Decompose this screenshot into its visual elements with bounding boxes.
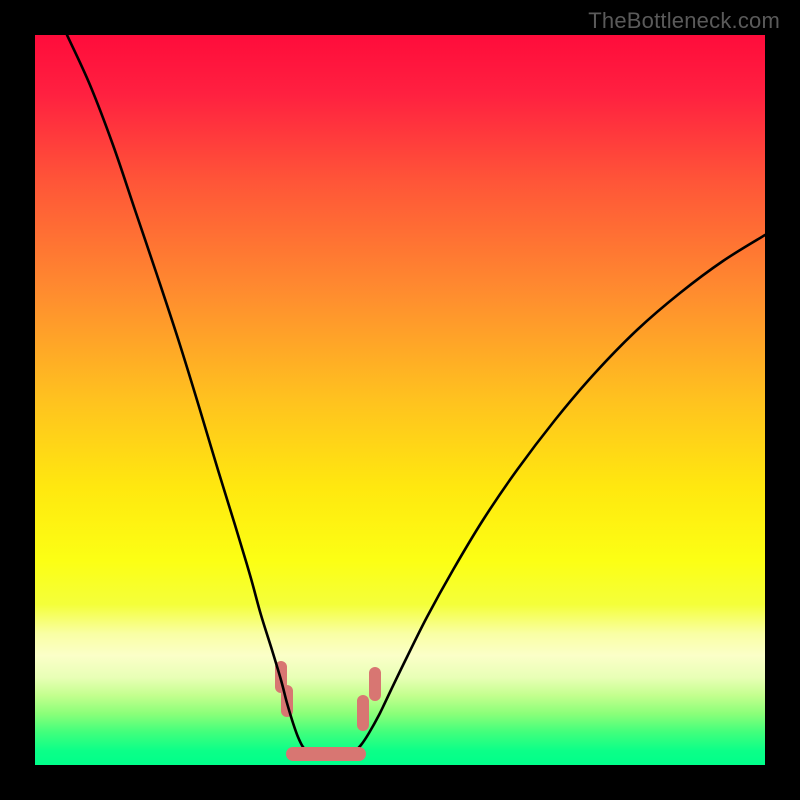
v-curve — [35, 35, 765, 765]
plot-area — [35, 35, 765, 765]
chart-canvas: TheBottleneck.com — [0, 0, 800, 800]
watermark-text: TheBottleneck.com — [588, 8, 780, 34]
